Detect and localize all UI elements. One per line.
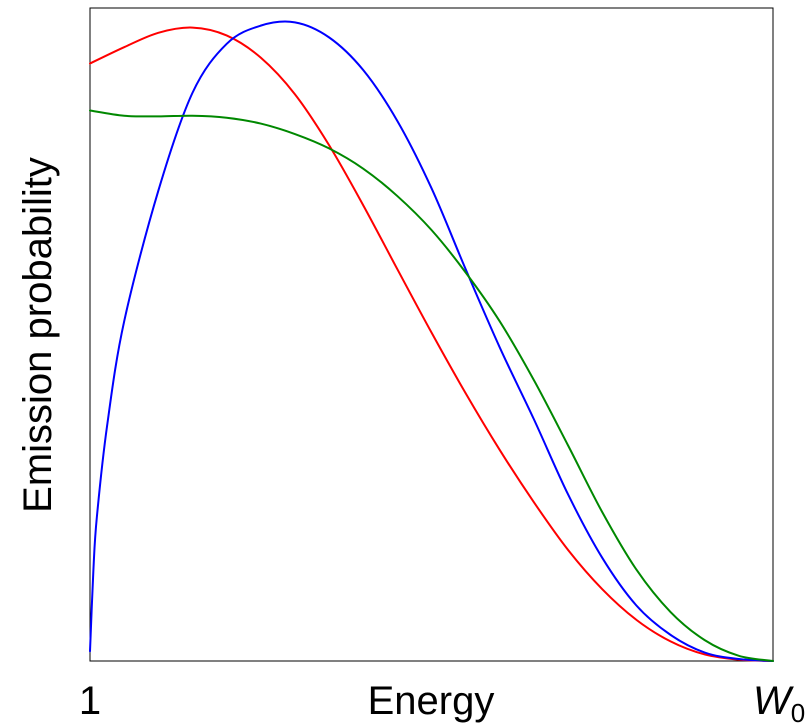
x-axis-label: Energy xyxy=(368,679,495,723)
series-line-1 xyxy=(89,26,774,662)
y-axis-label: Emission probability xyxy=(16,157,60,513)
series-line-2 xyxy=(89,20,774,662)
x-tick-label-max: W0 xyxy=(753,679,805,726)
x-tick-label-max-main: W xyxy=(753,679,794,723)
plot-frame xyxy=(89,7,774,662)
series-line-3 xyxy=(89,109,774,662)
x-tick-label-min: 1 xyxy=(79,679,101,723)
series-layer xyxy=(89,20,774,662)
x-tick-label-max-sub: 0 xyxy=(791,698,805,726)
